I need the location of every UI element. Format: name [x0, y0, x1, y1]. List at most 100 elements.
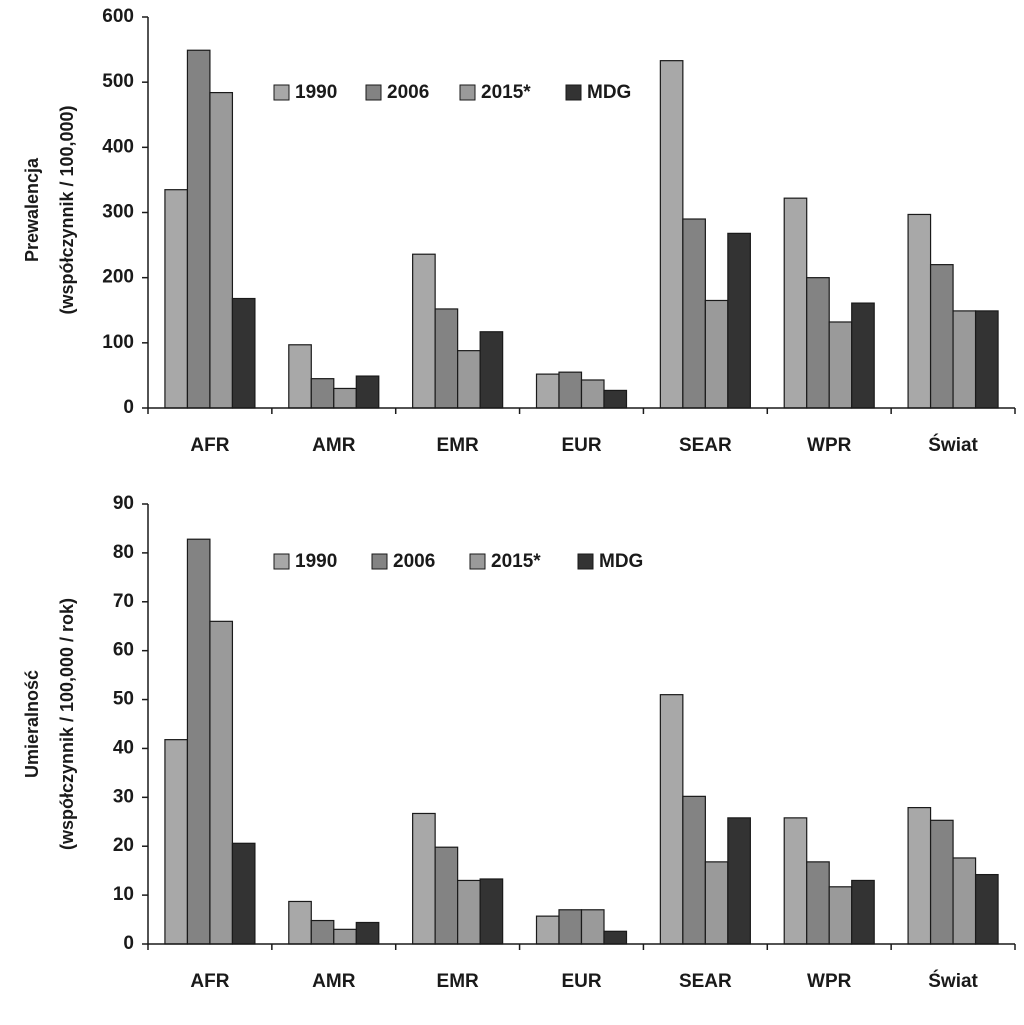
- bar: [907, 806, 932, 945]
- bar: [288, 344, 312, 409]
- bar: [580, 379, 605, 409]
- bar: [659, 694, 684, 945]
- legend-swatch: [273, 553, 290, 570]
- bar: [727, 817, 751, 945]
- legend-label: 2015*: [481, 82, 531, 103]
- bar: [164, 189, 189, 409]
- mortality-chart: Umieralność (współczynnik / 100,000 / rok…: [22, 493, 1016, 992]
- bar: [164, 739, 189, 945]
- legend-label: MDG: [587, 82, 631, 103]
- bar: [974, 873, 999, 945]
- bar: [479, 878, 504, 945]
- x-tick-label: WPR: [807, 435, 852, 456]
- y-axis-label: Umieralność: [22, 670, 42, 778]
- x-tick-label: AMR: [312, 435, 356, 456]
- y-tick-label: 10: [113, 884, 134, 905]
- legend-swatch: [365, 84, 382, 101]
- bar: [727, 232, 751, 409]
- y-axis-label: (współczynnik / 100,000 / rok): [57, 598, 77, 850]
- y-tick-label: 100: [102, 332, 134, 353]
- bar: [186, 538, 211, 945]
- y-tick-label: 30: [113, 786, 134, 807]
- y-tick-label: 40: [113, 737, 134, 758]
- bar: [682, 795, 706, 945]
- y-tick-label: 300: [102, 202, 134, 223]
- x-tick-label: AMR: [312, 971, 356, 992]
- bar: [704, 861, 729, 945]
- bar: [333, 928, 357, 945]
- legend-label: 2006: [393, 551, 435, 572]
- x-tick-label: SEAR: [679, 971, 732, 992]
- bar: [682, 218, 706, 409]
- bar: [355, 375, 380, 409]
- y-axis-label: (współczynnik / 100,000): [57, 105, 77, 314]
- bar: [412, 812, 436, 945]
- bar: [186, 49, 211, 409]
- legend-swatch: [565, 84, 582, 101]
- bar: [907, 213, 932, 409]
- legend-swatch: [577, 553, 594, 570]
- bar: [603, 389, 628, 409]
- bar: [851, 879, 875, 945]
- y-axis-label: Prewalencja: [22, 157, 42, 262]
- bar: [355, 921, 380, 945]
- y-tick-label: 80: [113, 542, 134, 563]
- bar: [828, 321, 853, 409]
- x-tick-label: EUR: [561, 971, 601, 992]
- legend-label: 2006: [387, 82, 429, 103]
- bar: [851, 302, 875, 409]
- x-tick-label: WPR: [807, 971, 852, 992]
- bar: [558, 909, 583, 945]
- bar: [974, 310, 999, 409]
- bar: [310, 378, 335, 409]
- legend-label: MDG: [599, 551, 643, 572]
- bar: [704, 299, 729, 409]
- bar: [806, 861, 830, 945]
- bar: [659, 60, 684, 409]
- y-tick-label: 600: [102, 6, 134, 27]
- y-tick-label: 500: [102, 71, 134, 92]
- bar: [603, 930, 628, 945]
- bar: [828, 886, 853, 945]
- bar: [209, 91, 234, 409]
- x-tick-label: Świat: [928, 970, 978, 992]
- bar: [457, 350, 481, 409]
- y-tick-label: 200: [102, 267, 134, 288]
- legend-swatch: [371, 553, 388, 570]
- x-tick-label: EMR: [437, 435, 480, 456]
- prevalence-chart: Prewalencja (współczynnik / 100,000) AFR AM…: [22, 6, 1016, 456]
- bar: [231, 842, 256, 945]
- bar: [535, 373, 560, 409]
- bar: [457, 879, 481, 945]
- x-tick-label: EUR: [561, 435, 601, 456]
- y-tick-label: 60: [113, 640, 134, 661]
- bar: [952, 310, 977, 409]
- bar: [580, 909, 605, 945]
- y-tick-label: 0: [123, 397, 134, 418]
- x-tick-label: SEAR: [679, 435, 732, 456]
- x-tick-label: AFR: [190, 971, 229, 992]
- bar: [783, 197, 808, 409]
- bar: [929, 819, 954, 945]
- bar: [952, 857, 977, 945]
- x-tick-label: EMR: [437, 971, 480, 992]
- legend-swatch: [469, 553, 486, 570]
- y-tick-label: 50: [113, 689, 134, 710]
- y-tick-label: 0: [123, 933, 134, 954]
- y-tick-label: 70: [113, 591, 134, 612]
- x-tick-label: AFR: [190, 435, 229, 456]
- bar: [783, 817, 808, 945]
- y-tick-label: 90: [113, 493, 134, 514]
- bar: [535, 915, 560, 945]
- legend-swatch: [459, 84, 476, 101]
- bar: [288, 900, 312, 945]
- legend-label: 1990: [295, 551, 337, 572]
- bar: [209, 620, 234, 945]
- bar: [558, 371, 583, 409]
- bar: [806, 277, 830, 409]
- y-tick-label: 20: [113, 835, 134, 856]
- bar: [333, 387, 357, 409]
- bar: [412, 253, 436, 409]
- legend-swatch: [273, 84, 290, 101]
